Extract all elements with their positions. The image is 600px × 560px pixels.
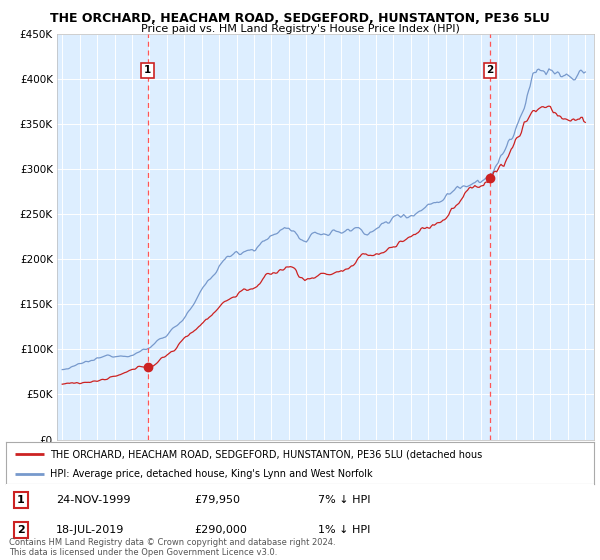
Text: THE ORCHARD, HEACHAM ROAD, SEDGEFORD, HUNSTANTON, PE36 5LU: THE ORCHARD, HEACHAM ROAD, SEDGEFORD, HU… — [50, 12, 550, 25]
Text: 18-JUL-2019: 18-JUL-2019 — [56, 525, 124, 535]
Text: 1% ↓ HPI: 1% ↓ HPI — [317, 525, 370, 535]
Text: HPI: Average price, detached house, King's Lynn and West Norfolk: HPI: Average price, detached house, King… — [50, 469, 373, 479]
Text: £290,000: £290,000 — [194, 525, 247, 535]
Text: £79,950: £79,950 — [194, 495, 240, 505]
Text: Price paid vs. HM Land Registry's House Price Index (HPI): Price paid vs. HM Land Registry's House … — [140, 24, 460, 34]
Text: Contains HM Land Registry data © Crown copyright and database right 2024.
This d: Contains HM Land Registry data © Crown c… — [9, 538, 335, 557]
Text: 2: 2 — [17, 525, 25, 535]
Text: 7% ↓ HPI: 7% ↓ HPI — [317, 495, 370, 505]
Text: 1: 1 — [144, 65, 151, 75]
Text: 24-NOV-1999: 24-NOV-1999 — [56, 495, 130, 505]
Text: 2: 2 — [487, 65, 494, 75]
Text: THE ORCHARD, HEACHAM ROAD, SEDGEFORD, HUNSTANTON, PE36 5LU (detached hous: THE ORCHARD, HEACHAM ROAD, SEDGEFORD, HU… — [50, 449, 482, 459]
Text: 1: 1 — [17, 495, 25, 505]
